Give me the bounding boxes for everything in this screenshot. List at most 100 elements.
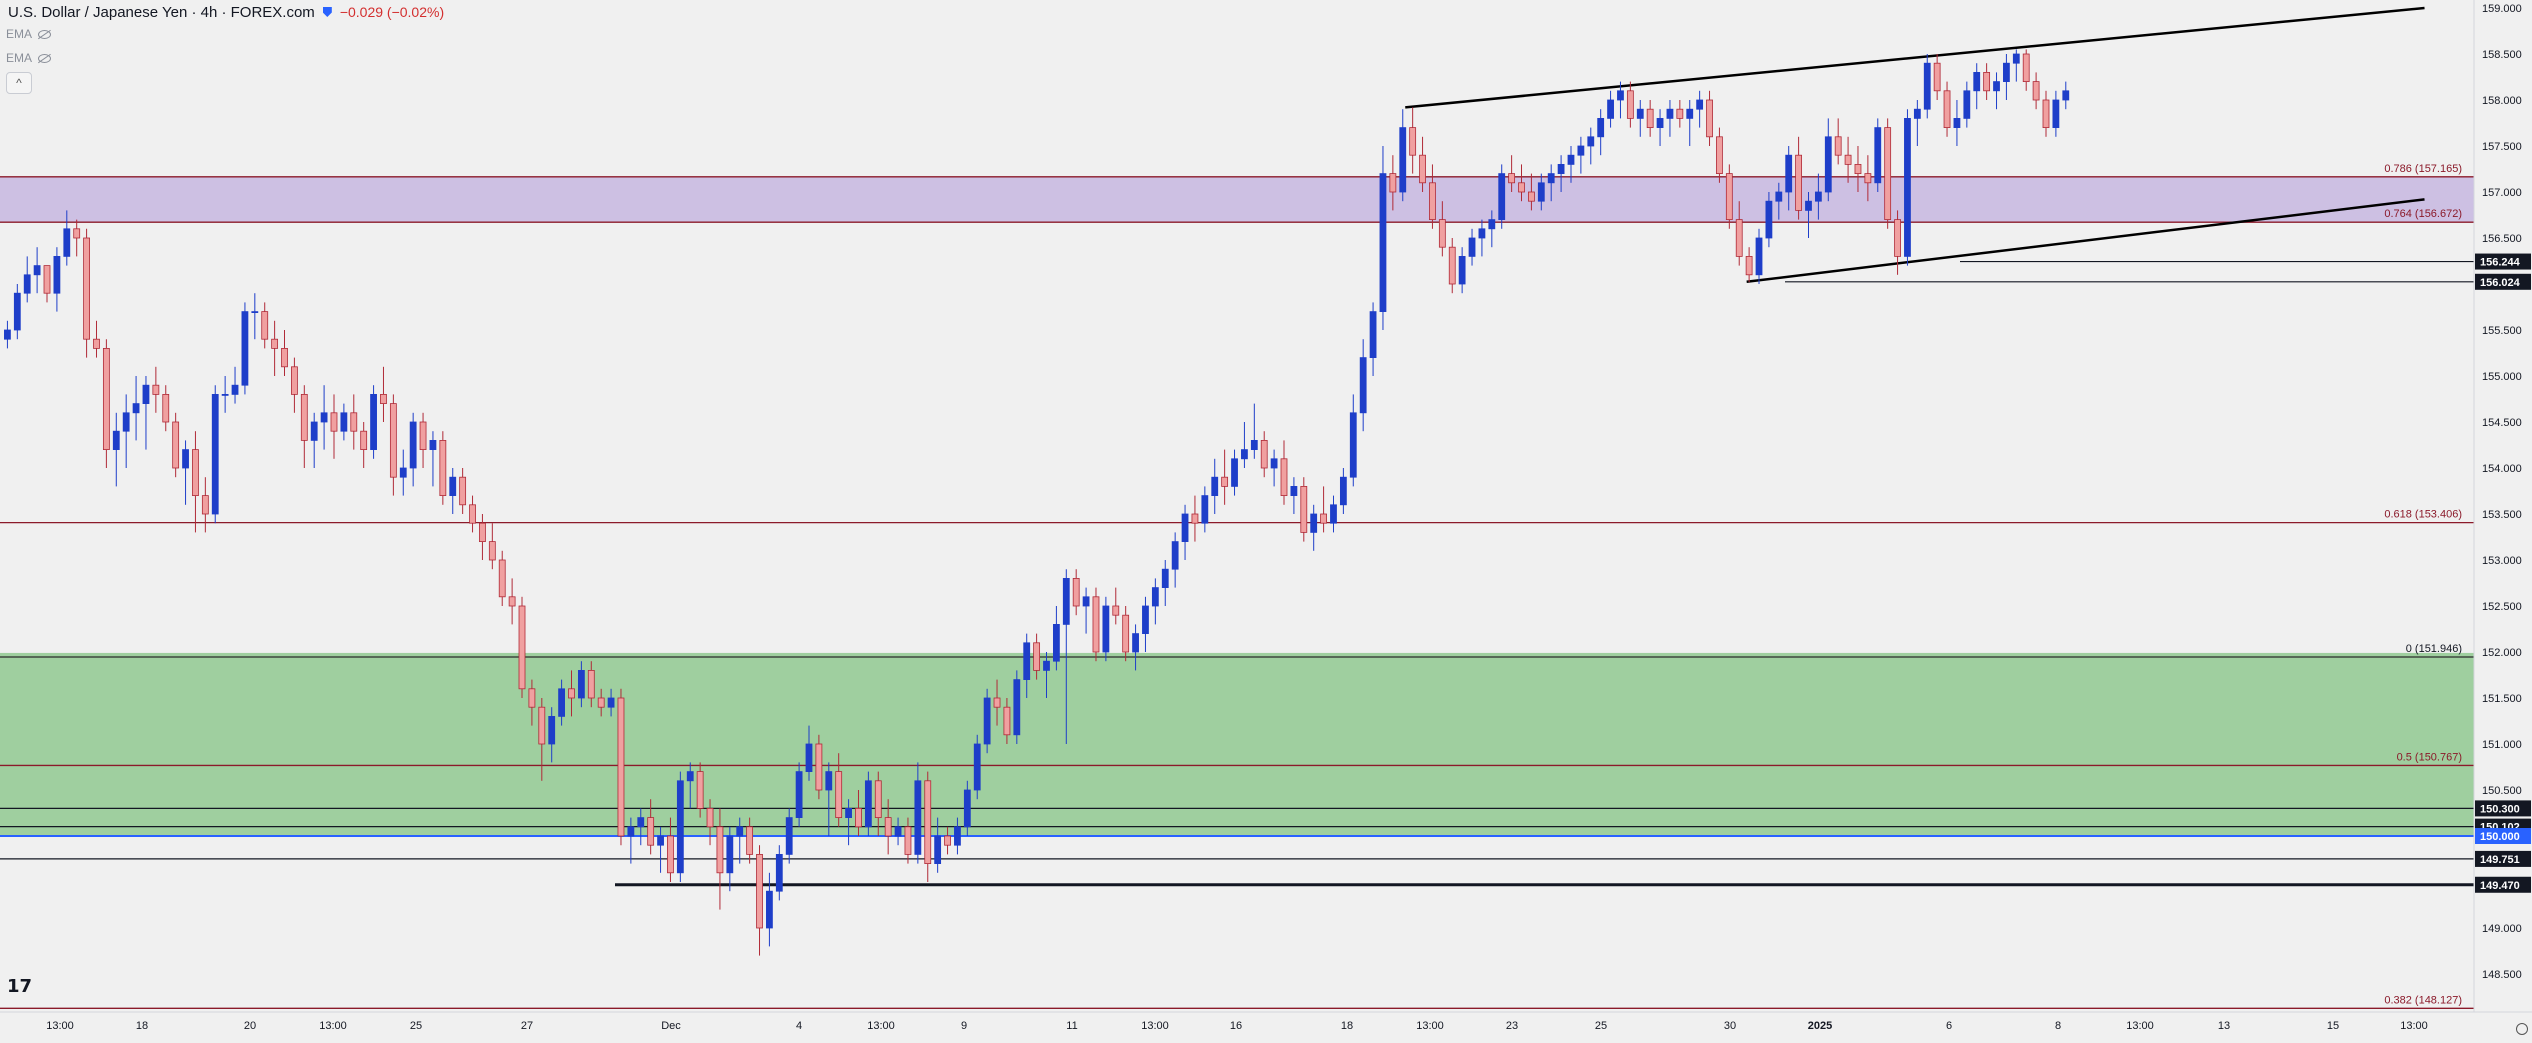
candle-body bbox=[1785, 154, 1793, 193]
price-tick-label: 158.000 bbox=[2482, 95, 2522, 107]
candle-body bbox=[1409, 127, 1417, 156]
candle-body bbox=[192, 449, 199, 497]
candle-body bbox=[904, 826, 912, 855]
candle-body bbox=[1745, 255, 1753, 276]
time-tick-label: 25 bbox=[410, 1020, 422, 1032]
candle-body bbox=[1468, 237, 1476, 257]
time-tick-label: 16 bbox=[1230, 1020, 1242, 1032]
candle-body bbox=[538, 706, 546, 745]
candle-body bbox=[835, 771, 843, 818]
candle-body bbox=[1132, 633, 1139, 653]
symbol-header[interactable]: U.S. Dollar / Japanese Yen · 4h · FOREX.… bbox=[8, 2, 444, 22]
time-tick-label: 13 bbox=[2218, 1020, 2230, 1032]
candle-body bbox=[33, 265, 41, 276]
candle-body bbox=[1221, 476, 1229, 487]
indicator-ema-1[interactable]: EMA bbox=[6, 27, 52, 41]
candle-body bbox=[1557, 163, 1565, 174]
time-tick-label: 27 bbox=[521, 1020, 533, 1032]
candle-body bbox=[667, 835, 674, 874]
candle-body bbox=[320, 412, 328, 423]
candle-body bbox=[1884, 127, 1892, 220]
candle-body bbox=[1973, 72, 1981, 92]
time-tick-label: 2025 bbox=[1808, 1020, 1832, 1032]
candle-body bbox=[528, 688, 536, 708]
candle-body bbox=[350, 412, 358, 432]
candle-body bbox=[1686, 108, 1694, 119]
candle-body bbox=[1805, 200, 1812, 211]
time-tick-label: 13:00 bbox=[1141, 1020, 1169, 1032]
candle-body bbox=[1864, 173, 1872, 184]
time-tick-label: 4 bbox=[796, 1020, 802, 1032]
candle-body bbox=[1043, 660, 1050, 671]
candle-body bbox=[1854, 163, 1862, 174]
trendline bbox=[1405, 6, 2425, 109]
candle-body bbox=[1953, 118, 1961, 129]
candle-body bbox=[1755, 237, 1763, 276]
price-tag bbox=[2475, 876, 2531, 893]
candle-body bbox=[1052, 624, 1060, 662]
price-tick-label: 153.000 bbox=[2482, 555, 2522, 567]
eye-off-icon[interactable] bbox=[38, 53, 52, 63]
price-change: −0.029 (−0.02%) bbox=[339, 4, 445, 20]
price-tick-label: 151.500 bbox=[2482, 693, 2522, 705]
fib-label: 0.5 (150.767) bbox=[2397, 751, 2462, 763]
candle-body bbox=[1201, 495, 1209, 524]
collapse-indicators-button[interactable]: ^ bbox=[6, 72, 32, 94]
candle-body bbox=[93, 338, 100, 349]
candle-body bbox=[182, 449, 189, 469]
candle-body bbox=[1587, 136, 1595, 147]
candle-body bbox=[1458, 255, 1466, 285]
price-tick-label: 154.000 bbox=[2482, 463, 2522, 475]
candle-body bbox=[162, 393, 170, 423]
candle-body bbox=[271, 338, 279, 349]
flag-icon[interactable] bbox=[322, 7, 332, 17]
candle-body bbox=[726, 835, 734, 874]
eye-off-icon[interactable] bbox=[38, 29, 52, 39]
candle-body bbox=[1171, 541, 1179, 570]
candle-body bbox=[1765, 200, 1773, 239]
candle-body bbox=[1320, 513, 1327, 524]
candle-body bbox=[1636, 108, 1644, 119]
price-tick-label: 157.500 bbox=[2482, 141, 2522, 153]
candle-body bbox=[1260, 439, 1268, 469]
candle-body bbox=[1161, 568, 1169, 589]
candle-body bbox=[766, 890, 773, 929]
candle-body bbox=[617, 697, 625, 837]
candle-body bbox=[330, 412, 338, 432]
indicator-ema-2[interactable]: EMA bbox=[6, 51, 52, 65]
candle-body bbox=[122, 412, 130, 432]
candle-body bbox=[469, 504, 476, 524]
tradingview-logo-icon[interactable]: 17 bbox=[7, 976, 33, 997]
candle-body bbox=[1003, 706, 1011, 736]
candle-body bbox=[1290, 485, 1298, 496]
candle-body bbox=[172, 421, 180, 469]
candle-body bbox=[360, 430, 368, 451]
candle-body bbox=[439, 439, 447, 496]
settings-icon[interactable] bbox=[2516, 1023, 2528, 1035]
candle-body bbox=[1676, 108, 1684, 119]
candle-body bbox=[132, 403, 140, 414]
candle-body bbox=[1033, 642, 1041, 671]
candle-body bbox=[1508, 173, 1516, 184]
candle-body bbox=[399, 467, 407, 478]
candle-body bbox=[736, 826, 744, 837]
candle-body bbox=[370, 393, 377, 450]
candle-body bbox=[1735, 219, 1743, 257]
candle-body bbox=[1824, 136, 1832, 193]
candle-body bbox=[587, 670, 595, 699]
candle-body bbox=[1241, 449, 1248, 460]
candle-body bbox=[1646, 108, 1654, 128]
candle-body bbox=[340, 412, 348, 432]
candle-body bbox=[676, 780, 684, 874]
candle-body bbox=[1062, 578, 1070, 625]
candle-body bbox=[1607, 99, 1614, 119]
candle-body bbox=[4, 329, 11, 340]
candle-body bbox=[1498, 173, 1506, 221]
candle-body bbox=[1894, 219, 1901, 257]
candle-body bbox=[2003, 62, 2010, 83]
candle-body bbox=[983, 697, 991, 745]
candle-body bbox=[241, 311, 249, 386]
candle-body bbox=[944, 835, 951, 846]
